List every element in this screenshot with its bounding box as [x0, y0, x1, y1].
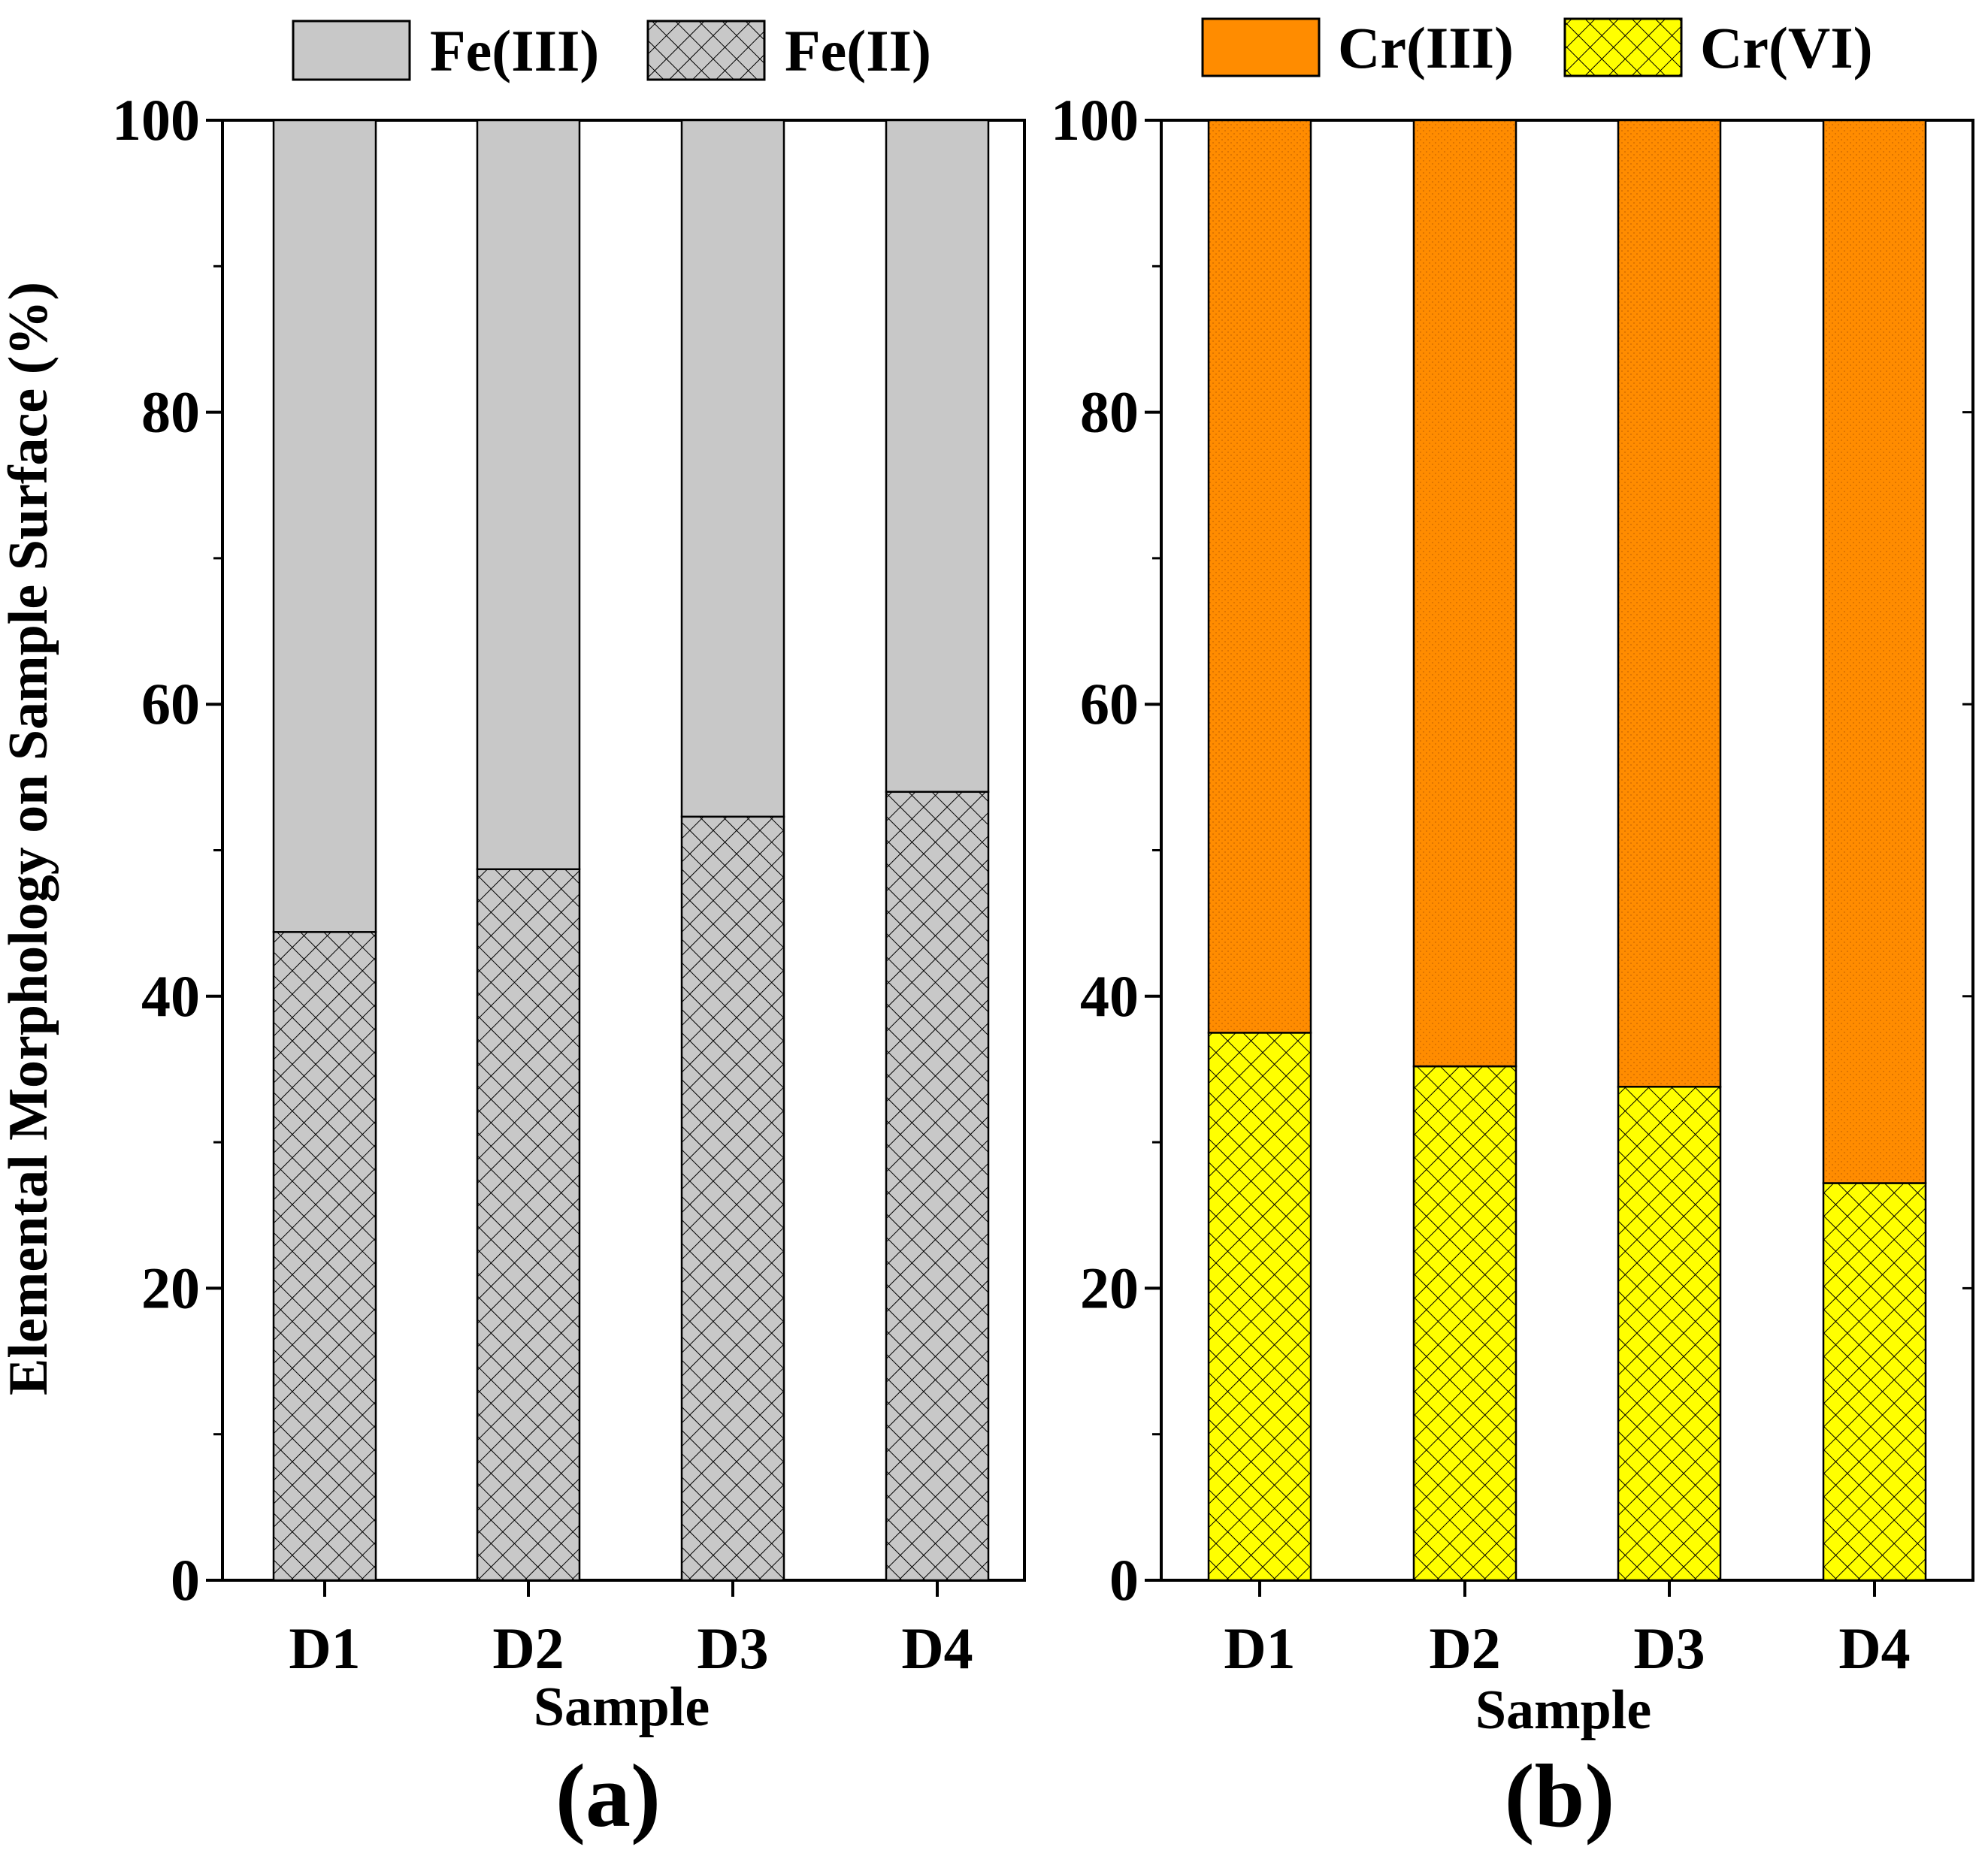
legend-swatch-fe-iii	[292, 20, 411, 81]
y-tick-label: 0	[171, 1547, 200, 1613]
y-tick-label: 100	[112, 87, 200, 153]
x-tick-label-d3: D3	[1633, 1616, 1705, 1681]
x-tick-label-d2: D2	[1429, 1616, 1500, 1681]
bar-cr-vi-d2	[1412, 1065, 1517, 1582]
y-tick-label: 60	[1080, 671, 1139, 736]
panel-a-legend: Fe(III) Fe(II)	[292, 18, 931, 83]
y-tick-label: 20	[1080, 1255, 1139, 1320]
bar-cr-iii-d2	[1412, 119, 1517, 1068]
bar-fe-iii-d2	[476, 119, 581, 871]
y-tick-label: 20	[141, 1255, 200, 1320]
panel-a-label: (a)	[555, 1746, 661, 1845]
panel-b-legend: Cr(III) Cr(VI)	[1201, 15, 1873, 80]
y-tick-label: 100	[1051, 87, 1139, 153]
y-tick-label: 60	[141, 671, 200, 736]
legend-label-cr-iii: Cr(III)	[1338, 15, 1514, 80]
x-tick-label-d2: D2	[492, 1616, 564, 1681]
legend-label-cr-vi: Cr(VI)	[1700, 15, 1873, 80]
x-tick-label-d1: D1	[1224, 1616, 1295, 1681]
bar-fe-ii-d4	[885, 790, 990, 1582]
x-tick-label-d3: D3	[697, 1616, 768, 1681]
bar-fe-iii-d3	[680, 119, 785, 818]
panel-b-chart: Cr(III) Cr(VI) 0 20 40 60 80 100 D1 D2 D3 D4 Sam…	[1051, 15, 1974, 1845]
legend-swatch-cr-iii	[1201, 17, 1321, 77]
x-tick-label-d4: D4	[1838, 1616, 1910, 1681]
y-axis-label: Elemental Morphology on Sample Surface (…	[0, 282, 59, 1395]
bar-cr-iii-d4	[1822, 119, 1927, 1184]
y-tick-label: 40	[1080, 963, 1139, 1029]
bar-cr-iii-d1	[1207, 119, 1312, 1034]
legend-swatch-cr-vi	[1563, 17, 1683, 77]
panel-a-x-axis-label: Sample	[534, 1676, 710, 1738]
bar-cr-vi-d3	[1617, 1086, 1722, 1582]
x-tick-label-d1: D1	[289, 1616, 360, 1681]
legend-swatch-fe-ii	[646, 20, 766, 81]
bar-fe-ii-d1	[272, 931, 377, 1582]
bar-fe-ii-d2	[476, 868, 581, 1582]
panel-a-chart: Fe(III) Fe(II) 0 20 40 60 80 100 D1 D2 D3 D4 Sam…	[112, 18, 1026, 1845]
bar-cr-vi-d1	[1207, 1032, 1312, 1582]
bar-fe-iii-d4	[885, 119, 990, 794]
bar-cr-iii-d3	[1617, 119, 1722, 1088]
bar-cr-vi-d4	[1822, 1182, 1927, 1582]
bar-fe-ii-d3	[680, 815, 785, 1582]
legend-label-fe-iii: Fe(III)	[430, 18, 599, 83]
y-tick-label: 40	[141, 963, 200, 1029]
legend-label-fe-ii: Fe(II)	[785, 18, 931, 83]
panel-b-label: (b)	[1505, 1746, 1615, 1845]
y-tick-label: 0	[1109, 1547, 1139, 1613]
bar-fe-iii-d1	[272, 119, 377, 933]
x-tick-label-d4: D4	[901, 1616, 973, 1681]
y-tick-label: 80	[141, 379, 200, 445]
y-tick-label: 80	[1080, 379, 1139, 445]
panel-b-x-axis-label: Sample	[1475, 1679, 1651, 1741]
